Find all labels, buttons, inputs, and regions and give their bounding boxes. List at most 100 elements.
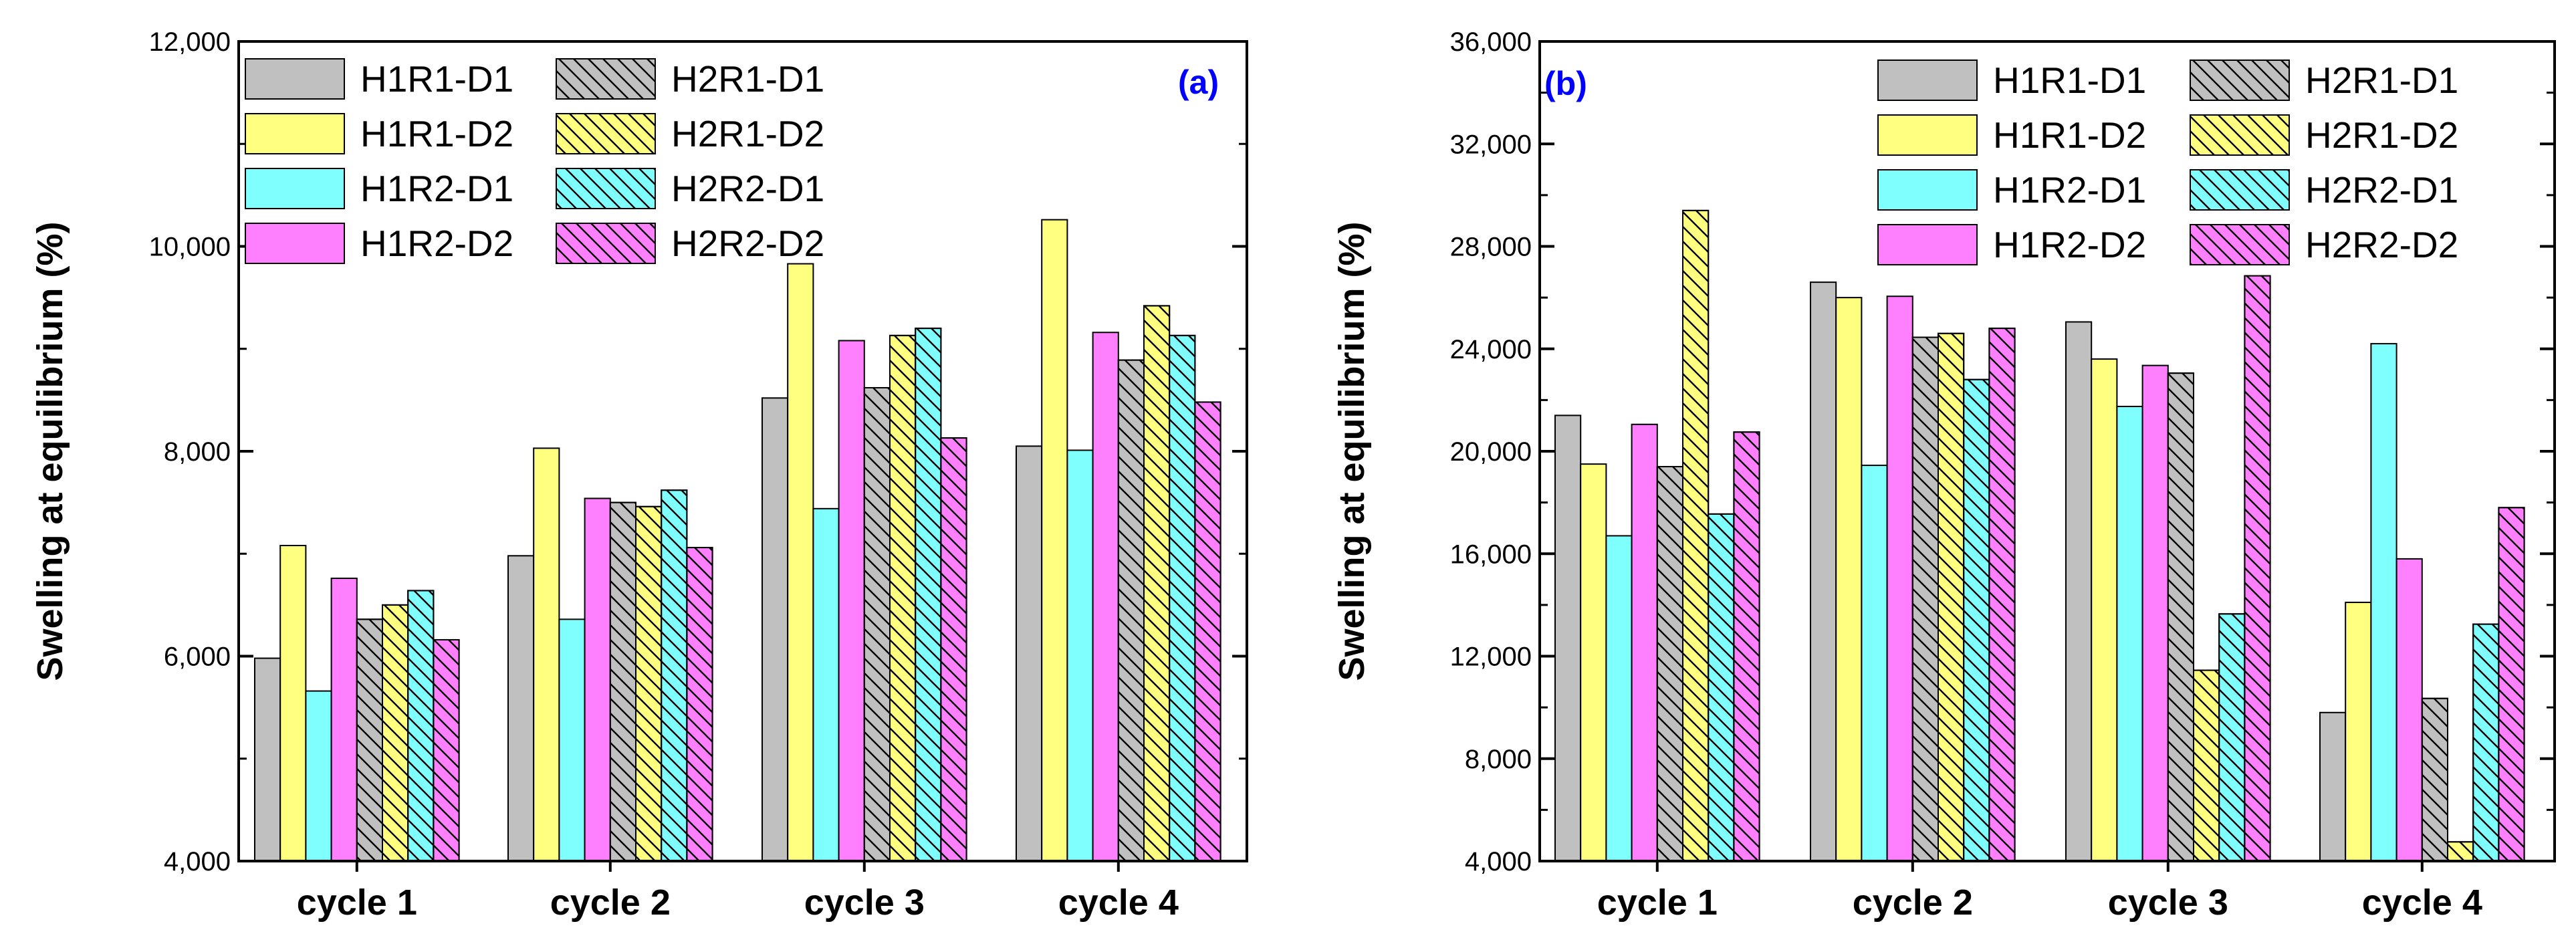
chart-a-y-tick-label: 6,000 [164,642,231,672]
chart-a-legend: H1R1-D1 H1R1-D2 H1R2-D1 H1R2-D2 H2R1-D1 H2R1-… [245,58,824,264]
chart-b-bar-h2r1-d1-c2-hatch [1911,336,1940,862]
chart-b-bar-h1r1-d1-c1 [1554,414,1582,862]
chart-b-bar-h2r1-d2-c3-hatch [2193,669,2220,862]
chart-b: 4,000 8,000 12,000 16,000 20,000 24,000 28,000… [1332,27,2556,923]
chart-a-x-label-cycle-3: cycle 3 [804,882,925,923]
chart-a-bar-h2r2-d2-c3-hatch [940,437,967,862]
chart-b-bar-h1r2-d2-c1 [1631,423,1658,862]
chart-b-bar-h2r2-d2-c2-hatch [1988,328,2016,862]
chart-b-bar-h2r2-d2-c1-hatch [1733,431,1760,862]
chart-a-y-ticks: 4,000 6,000 8,000 10,000 12,000 [149,27,1247,876]
chart-b-y-tick-label: 28,000 [1450,233,1532,262]
chart-a-bar-h1r1-d2-c3 [787,263,814,862]
chart-a-bar-h2r2-d1-c3-hatch [915,328,942,862]
chart-a-bar-h2r1-d2-c1-hatch [382,604,409,862]
chart-b-legend: H1R1-D1 H1R1-D2 H1R2-D1 H1R2-D2 H2R1-D1 H2R1-… [1877,60,2458,265]
chart-b-bar-h2r2-d1-c3-hatch [2218,613,2246,862]
chart-a-legend-h2r2-d1-label: H2R2-D1 [671,168,824,209]
chart-b-bar-h1r1-d2-c1 [1580,463,1607,862]
chart-a-legend-h1r2-d2-label: H1R2-D2 [360,223,513,264]
chart-a-bar-h2r2-d1-c4-hatch [1169,334,1196,862]
chart-b-bar-h1r1-d1-c3 [2065,321,2093,862]
chart-a-bar-h2r1-d1-c1-hatch [356,618,383,862]
chart-b-legend-h2r2-d2-label: H2R2-D2 [2305,224,2458,265]
chart-b-bar-h1r1-d1-c4 [2319,711,2347,862]
chart-a-y-tick-label: 10,000 [149,233,231,262]
chart-b-legend-h2r2-d2-swatch-hatch [2190,224,2290,265]
chart-a-x-label-cycle-1: cycle 1 [297,882,417,923]
chart-a-legend-h2r2-d1-swatch-hatch [556,168,656,209]
chart-b-bar-h1r2-d1-c1 [1605,535,1633,862]
chart-a-y-axis-title: Swelling at equilibrium (%) [30,221,70,681]
chart-a-bar-h2r1-d2-c2-hatch [635,505,663,862]
chart-b-bar-h1r2-d2-c2 [1886,295,1913,862]
chart-b-bar-h1r2-d2-c4 [2395,558,2423,862]
chart-b-bar-h2r2-d1-c4-hatch [2472,623,2500,862]
chart-b-y-tick-label: 24,000 [1450,335,1532,364]
chart-b-y-tick-label: 8,000 [1465,745,1532,774]
chart-b-bar-h1r1-d2-c2 [1835,297,1863,862]
chart-a-bar-h1r2-d1-c4 [1066,449,1094,862]
chart-a-legend-h2r2-d2-swatch-hatch [556,223,656,264]
chart-a-bar-h1r1-d2-c4 [1041,219,1068,862]
chart-b-bar-h1r2-d1-c4 [2370,343,2397,862]
chart-a-bar-h1r2-d1-c1 [305,690,332,862]
chart-a-legend-h2r2-d2-label: H2R2-D2 [671,223,824,264]
chart-b-x-label-cycle-2: cycle 2 [1853,882,1973,923]
chart-b-bar-h2r1-d2-c4-hatch [2447,841,2474,862]
chart-a-bar-h2r2-d2-c4-hatch [1194,401,1221,862]
chart-b-x-label-cycle-3: cycle 3 [2108,882,2228,923]
chart-a-legend-h1r1-d1-swatch [245,58,345,100]
chart-b-y-axis-title: Swelling at equilibrium (%) [1332,221,1372,681]
chart-b-y-tick-label: 12,000 [1450,642,1532,672]
chart-b-y-ticks: 4,000 8,000 12,000 16,000 20,000 24,000 28,000… [1450,27,2555,876]
chart-b-legend-h1r1-d2-swatch [1877,114,1978,156]
chart-a-bar-h1r1-d2-c1 [279,544,307,862]
chart-a-bar-h1r2-d1-c2 [558,618,586,862]
chart-b-x-label-cycle-1: cycle 1 [1597,882,1718,923]
chart-a-legend-h1r2-d1-swatch [245,168,345,209]
chart-b-legend-h1r2-d2-swatch [1877,224,1978,265]
chart-b-bar-h1r2-d2-c3 [2141,364,2169,862]
chart-a: 4,000 6,000 8,000 10,000 12,000 cycle 1 cycle… [30,27,1248,923]
chart-a-legend-h2r1-d1-swatch-hatch [556,58,656,100]
chart-a-bar-h2r2-d2-c1-hatch [433,638,460,862]
chart-a-bars [254,219,1221,862]
chart-a-bar-h2r2-d2-c2-hatch [686,547,713,862]
chart-a-bar-h1r1-d2-c2 [533,447,560,862]
chart-b-y-tick-label: 16,000 [1450,540,1532,569]
chart-b-x-labels: cycle 1 cycle 2 cycle 3 cycle 4 [1597,861,2482,923]
chart-a-bar-h2r1-d1-c4-hatch [1117,359,1145,862]
chart-b-legend-h1r2-d1-label: H1R2-D1 [1993,169,2146,211]
chart-a-bar-h2r2-d1-c1-hatch [407,590,435,862]
chart-a-bar-h2r1-d1-c2-hatch [609,501,636,862]
chart-a-y-tick-label: 12,000 [149,27,231,57]
chart-b-bar-h1r2-d1-c3 [2116,405,2143,862]
chart-a-bar-h1r1-d1-c2 [507,555,535,862]
chart-b-bar-h2r2-d2-c4-hatch [2498,507,2525,862]
chart-b-legend-h1r2-d2-label: H1R2-D2 [1993,224,2146,265]
chart-b-y-tick-label: 4,000 [1465,847,1532,876]
chart-b-bar-h2r1-d1-c1-hatch [1656,465,1684,862]
chart-a-bar-h1r1-d1-c4 [1016,445,1043,862]
chart-b-bar-h1r1-d2-c3 [2091,358,2118,862]
chart-a-legend-h1r2-d1-label: H1R2-D1 [360,168,513,209]
chart-b-y-tick-label: 36,000 [1450,27,1532,57]
chart-b-bar-h2r2-d2-c3-hatch [2244,275,2271,862]
chart-a-bar-h2r1-d2-c4-hatch [1143,305,1171,862]
chart-b-panel-label: (b) [1544,65,1587,102]
chart-a-y-tick-label: 4,000 [164,847,231,876]
chart-b-bar-h1r1-d1-c2 [1810,281,1837,862]
chart-b-bar-h2r1-d2-c2-hatch [1938,332,1965,862]
chart-b-legend-h2r1-d1-swatch-hatch [2190,60,2290,101]
chart-a-x-labels: cycle 1 cycle 2 cycle 3 cycle 4 [297,861,1179,923]
chart-b-bar-h2r1-d1-c4-hatch [2421,697,2449,862]
chart-a-bar-h1r2-d2-c3 [838,340,865,862]
chart-a-legend-h1r1-d2-label: H1R1-D2 [360,113,513,154]
chart-a-y-tick-label: 8,000 [164,437,231,467]
chart-a-x-label-cycle-2: cycle 2 [550,882,671,923]
chart-a-legend-h1r2-d2-swatch [245,223,345,264]
chart-a-bar-h2r1-d1-c3-hatch [863,386,891,862]
chart-b-bar-h2r1-d2-c1-hatch [1682,209,1710,862]
